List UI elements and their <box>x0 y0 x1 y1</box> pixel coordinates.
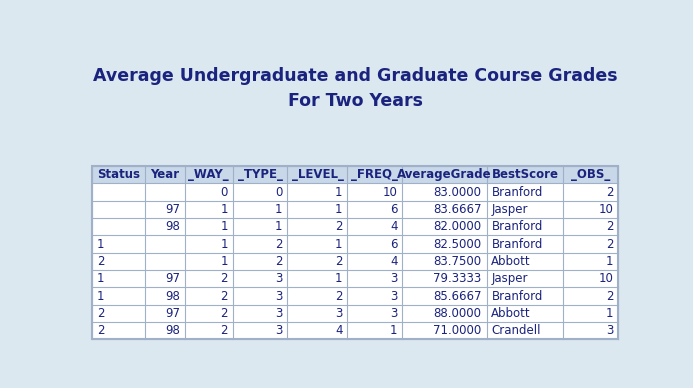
Text: 0: 0 <box>220 185 228 199</box>
Text: 83.6667: 83.6667 <box>433 203 482 216</box>
Text: 82.0000: 82.0000 <box>434 220 482 233</box>
Text: 2: 2 <box>606 289 613 303</box>
Text: Jasper: Jasper <box>491 272 528 285</box>
Text: 1: 1 <box>220 220 228 233</box>
Text: 0: 0 <box>275 185 283 199</box>
Text: 88.0000: 88.0000 <box>434 307 482 320</box>
Text: 2: 2 <box>220 272 228 285</box>
Text: 3: 3 <box>275 324 283 337</box>
Text: 6: 6 <box>390 237 398 251</box>
Bar <box>92 166 618 184</box>
Text: 1: 1 <box>97 272 105 285</box>
Text: 2: 2 <box>335 255 342 268</box>
Text: Crandell: Crandell <box>491 324 541 337</box>
Text: 1: 1 <box>275 203 283 216</box>
Text: 1: 1 <box>335 185 342 199</box>
Text: 2: 2 <box>220 324 228 337</box>
Bar <box>92 184 618 201</box>
Text: 2: 2 <box>606 185 613 199</box>
Text: 3: 3 <box>390 289 398 303</box>
Text: 1: 1 <box>275 220 283 233</box>
Text: 1: 1 <box>606 307 613 320</box>
Text: 1: 1 <box>97 289 105 303</box>
Text: 97: 97 <box>165 307 180 320</box>
Text: Year: Year <box>150 168 179 181</box>
Bar <box>92 322 618 340</box>
Text: 6: 6 <box>390 203 398 216</box>
Text: Status: Status <box>97 168 140 181</box>
Text: 98: 98 <box>165 324 180 337</box>
Text: _WAY_: _WAY_ <box>188 168 229 181</box>
Text: 2: 2 <box>335 220 342 233</box>
Text: 10: 10 <box>599 272 613 285</box>
Text: 1: 1 <box>220 255 228 268</box>
Text: 2: 2 <box>97 255 105 268</box>
Bar <box>92 270 618 288</box>
Text: 83.7500: 83.7500 <box>434 255 482 268</box>
Text: 97: 97 <box>165 203 180 216</box>
Text: 2: 2 <box>97 324 105 337</box>
Text: 4: 4 <box>335 324 342 337</box>
Text: 85.6667: 85.6667 <box>433 289 482 303</box>
Text: 1: 1 <box>335 272 342 285</box>
Bar <box>92 218 618 236</box>
Text: Branford: Branford <box>491 289 543 303</box>
Text: 1: 1 <box>335 203 342 216</box>
Text: 1: 1 <box>220 237 228 251</box>
Text: 2: 2 <box>606 237 613 251</box>
Text: 83.0000: 83.0000 <box>434 185 482 199</box>
Bar <box>92 288 618 305</box>
Bar <box>92 201 618 218</box>
Text: Branford: Branford <box>491 185 543 199</box>
Text: Average Undergraduate and Graduate Course Grades
For Two Years: Average Undergraduate and Graduate Cours… <box>93 68 617 111</box>
Text: 10: 10 <box>599 203 613 216</box>
Text: 4: 4 <box>390 255 398 268</box>
Text: 10: 10 <box>383 185 398 199</box>
Bar <box>92 236 618 253</box>
Text: 3: 3 <box>275 289 283 303</box>
Text: 3: 3 <box>390 307 398 320</box>
Text: 82.5000: 82.5000 <box>434 237 482 251</box>
Text: 3: 3 <box>275 272 283 285</box>
Text: 2: 2 <box>275 237 283 251</box>
Text: Jasper: Jasper <box>491 203 528 216</box>
Text: Abbott: Abbott <box>491 307 531 320</box>
Bar <box>92 166 618 340</box>
Text: 1: 1 <box>606 255 613 268</box>
Text: 2: 2 <box>220 289 228 303</box>
Text: Abbott: Abbott <box>491 255 531 268</box>
Text: _LEVEL_: _LEVEL_ <box>292 168 344 181</box>
Text: 3: 3 <box>275 307 283 320</box>
Text: Branford: Branford <box>491 220 543 233</box>
Text: 2: 2 <box>335 289 342 303</box>
Text: 3: 3 <box>606 324 613 337</box>
Text: BestScore: BestScore <box>491 168 559 181</box>
Text: 1: 1 <box>220 203 228 216</box>
Text: 1: 1 <box>97 237 105 251</box>
Text: 1: 1 <box>335 237 342 251</box>
Text: AverageGrade: AverageGrade <box>397 168 492 181</box>
Bar <box>92 253 618 270</box>
Text: 3: 3 <box>335 307 342 320</box>
Text: Branford: Branford <box>491 237 543 251</box>
Text: 4: 4 <box>390 220 398 233</box>
Text: _FREQ_: _FREQ_ <box>351 168 398 181</box>
Text: 71.0000: 71.0000 <box>434 324 482 337</box>
Text: 2: 2 <box>606 220 613 233</box>
Text: _OBS_: _OBS_ <box>571 168 611 181</box>
Text: _TYPE_: _TYPE_ <box>238 168 283 181</box>
Text: 98: 98 <box>165 289 180 303</box>
Text: 79.3333: 79.3333 <box>434 272 482 285</box>
Text: 97: 97 <box>165 272 180 285</box>
Text: 98: 98 <box>165 220 180 233</box>
Bar <box>92 305 618 322</box>
Text: 2: 2 <box>97 307 105 320</box>
Text: 1: 1 <box>390 324 398 337</box>
Text: 2: 2 <box>275 255 283 268</box>
Text: 3: 3 <box>390 272 398 285</box>
Text: 2: 2 <box>220 307 228 320</box>
